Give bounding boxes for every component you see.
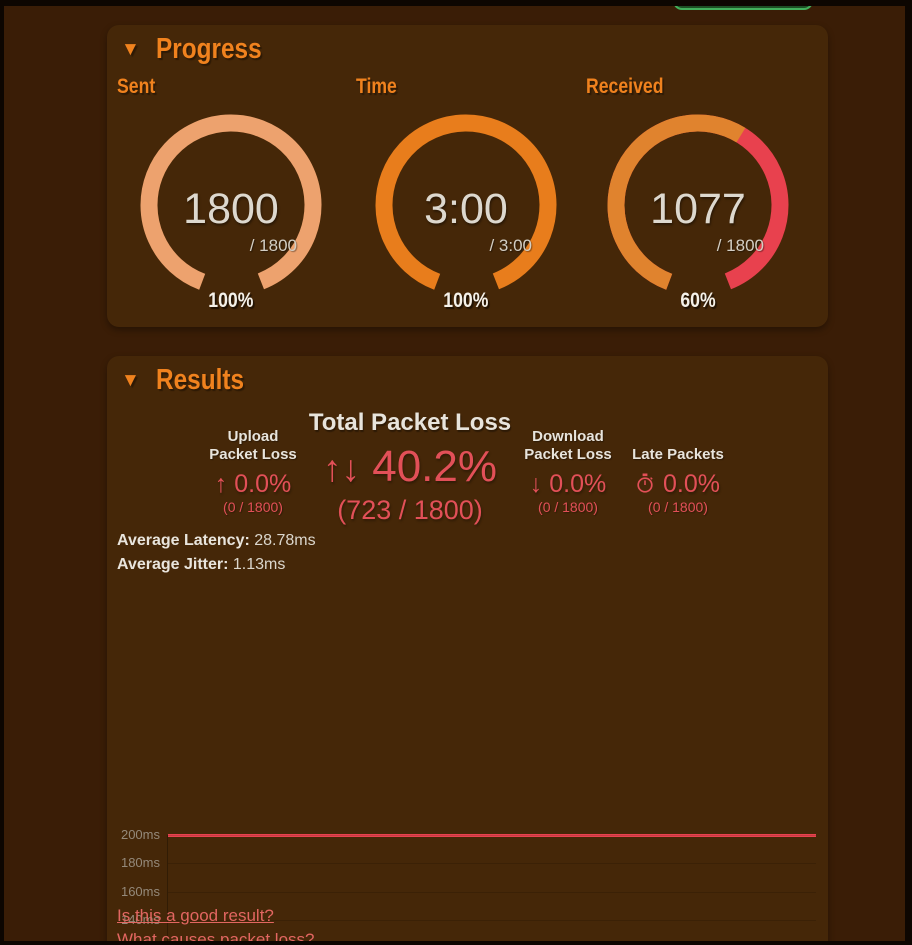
- upload-packet-loss-block: Upload Packet Loss ↑ 0.0% (0 / 1800): [188, 428, 318, 516]
- results-title: Results: [155, 364, 244, 396]
- progress-panel: ▼ Progress Sent Time Received 1800 / 180…: [107, 25, 828, 327]
- y-tick-label: 200ms: [120, 827, 160, 842]
- latency-plot: [167, 834, 816, 941]
- packet-loss-causes-link[interactable]: What causes packet loss?: [117, 930, 315, 941]
- gauge-sent-percent: 100%: [208, 289, 254, 312]
- stopwatch-icon: [637, 473, 653, 493]
- y-tick-label: 140ms: [120, 912, 160, 928]
- gauge-sent-total: / 1800: [249, 236, 297, 255]
- gauge-time-value: 3:00: [424, 185, 508, 233]
- total-packet-loss-fraction: (723 / 1800): [337, 495, 483, 525]
- late-packets-fraction: (0 / 1800): [648, 499, 708, 515]
- late-label-line1: [608, 428, 748, 446]
- gauge-ring: [140, 114, 322, 296]
- gauge-ring: [375, 114, 557, 296]
- gauge-time: 3:00 / 3:00 100%: [366, 105, 566, 312]
- upload-packet-loss-fraction: (0 / 1800): [223, 499, 283, 515]
- result-links: Is this a good result? What causes packe…: [117, 904, 314, 941]
- collapse-icon[interactable]: ▼: [121, 39, 140, 60]
- gauge-time-total: / 3:00: [489, 236, 532, 255]
- progress-section-header[interactable]: ▼ Progress: [121, 33, 282, 66]
- late-label-line2: Late Packets: [632, 446, 724, 463]
- down-arrow-icon: ↓: [529, 470, 543, 498]
- upload-packet-loss-value: ↑ 0.0%: [214, 470, 292, 498]
- gauge-received: 1077 / 1800 60%: [598, 105, 798, 312]
- y-axis-line: [167, 835, 168, 941]
- grid-line: [168, 891, 816, 893]
- y-tick-label: 160ms: [120, 883, 160, 899]
- gauge-time-percent: 100%: [443, 289, 489, 312]
- average-jitter-row: Average Jitter: 1.13ms: [117, 556, 285, 574]
- average-latency-label: Average Latency:: [117, 532, 250, 549]
- page-background: ▼ Progress Sent Time Received 1800 / 180…: [4, 6, 905, 941]
- grid-line: [168, 835, 816, 836]
- up-arrow-icon: ↑: [214, 470, 228, 498]
- upload-label-line1: Upload: [227, 428, 279, 445]
- late-packets-block: Late Packets 0.0% (0 / 1800): [608, 428, 748, 516]
- up-down-arrows-icon: ↑↓: [323, 448, 360, 489]
- gauge-received-value: 1077: [650, 185, 746, 233]
- collapse-icon[interactable]: ▼: [121, 370, 140, 391]
- download-packet-loss-value: ↓ 0.0%: [529, 470, 607, 498]
- average-latency-row: Average Latency: 28.78ms: [117, 532, 316, 550]
- gauge-received-percent: 60%: [680, 289, 716, 312]
- latency-chart: 200ms180ms160ms140ms120ms100ms80ms60ms40…: [107, 592, 828, 941]
- gauge-received-total: / 1800: [716, 236, 764, 255]
- gauge-label-received: Received: [586, 75, 664, 98]
- gauge-sent: 1800 / 1800 100%: [131, 105, 331, 312]
- y-tick-label: 180ms: [120, 855, 160, 871]
- average-latency-value: 28.78ms: [254, 532, 316, 549]
- download-packet-loss-fraction: (0 / 1800): [538, 499, 598, 515]
- download-packet-loss-block: Download Packet Loss ↓ 0.0% (0 / 1800): [498, 428, 638, 516]
- average-jitter-label: Average Jitter:: [117, 556, 229, 573]
- gauge-sent-value: 1800: [183, 185, 279, 233]
- start-test-button[interactable]: [673, 6, 813, 10]
- download-label-line1: Download: [532, 428, 604, 445]
- late-packets-value: 0.0%: [608, 469, 748, 499]
- upload-label-line2: Packet Loss: [209, 446, 297, 463]
- progress-title: Progress: [155, 33, 262, 65]
- download-label-line2: Packet Loss: [524, 446, 612, 463]
- grid-line: [168, 863, 816, 865]
- total-packet-loss-block: Total Packet Loss ↑↓ 40.2% (723 / 1800): [300, 408, 520, 526]
- total-packet-loss-value: ↑↓ 40.2%: [323, 442, 497, 491]
- good-result-link[interactable]: Is this a good result?: [117, 906, 274, 925]
- total-packet-loss-label: Total Packet Loss: [308, 409, 512, 436]
- results-panel: ▼ Results Total Packet Loss ↑↓ 40.2% (72…: [107, 356, 828, 941]
- average-jitter-value: 1.13ms: [232, 556, 286, 573]
- max-latency-line: [168, 834, 816, 837]
- gauge-label-time: Time: [356, 75, 397, 98]
- gauge-label-sent: Sent: [117, 75, 156, 98]
- gauge-ring: [607, 114, 789, 296]
- grid-line: [168, 920, 816, 922]
- results-section-header[interactable]: ▼ Results: [121, 364, 261, 397]
